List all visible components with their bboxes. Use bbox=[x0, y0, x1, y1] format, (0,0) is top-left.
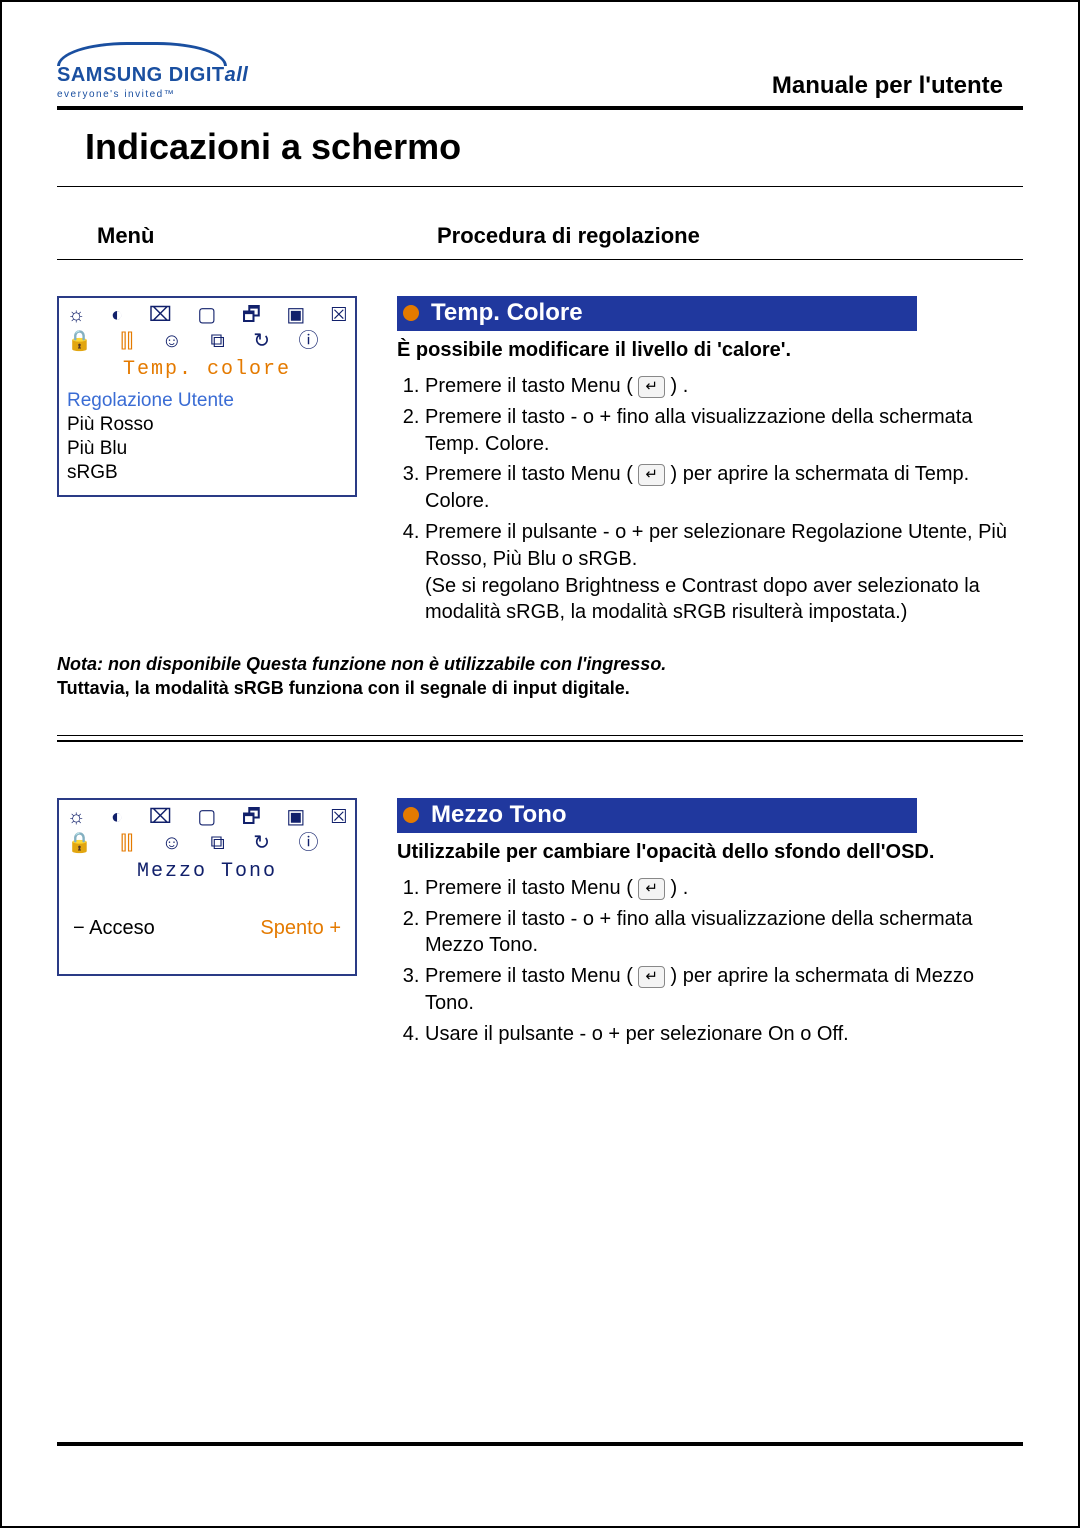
osd-option-spento: Spento + bbox=[260, 917, 341, 940]
osd-icon-row-2: 🔒 ⫿⫿ ☺ ⧉ ↻ ⓘ bbox=[65, 830, 349, 856]
osd-icon: ⫿⫿ bbox=[120, 328, 133, 354]
osd-option-acceso: − Acceso bbox=[73, 917, 155, 940]
section1-notes: Nota: non disponibile Questa funzione no… bbox=[57, 652, 1023, 701]
section-temp-colore: ☼ ◐ ⌧ ▢ 🗗 ▣ ⮽ 🔒 ⫿⫿ ☺ ⧉ ↻ ⓘ Temp. colore Regolazione… bbox=[57, 296, 1023, 630]
osd-icon: ⓘ bbox=[299, 328, 319, 354]
note-italic: Nota: non disponibile Questa funzione no… bbox=[57, 652, 1023, 676]
osd-icon: ◐ bbox=[111, 804, 123, 830]
osd-title: Temp. colore bbox=[59, 356, 355, 385]
header-rule bbox=[57, 106, 1023, 110]
section-title-bar: Temp. Colore bbox=[397, 296, 917, 331]
osd-icon: 🗗 bbox=[242, 804, 261, 830]
osd-list-item: sRGB bbox=[67, 461, 347, 485]
section-title: Mezzo Tono bbox=[431, 801, 567, 829]
osd-icon: ⮽ bbox=[331, 804, 347, 830]
osd-icon: ↻ bbox=[253, 328, 270, 354]
osd-icon: ⌧ bbox=[149, 302, 172, 328]
osd-icon: ⓘ bbox=[299, 830, 319, 856]
menu-button-icon: ↵ bbox=[638, 966, 665, 988]
osd-icon: 🔒 bbox=[67, 830, 92, 856]
column-headers: Menù Procedura di regolazione bbox=[57, 223, 1023, 255]
step-item: Premere il tasto Menu ( ↵ ) . bbox=[425, 875, 1023, 902]
menu-button-icon: ↵ bbox=[638, 376, 665, 398]
logo-text: SAMSUNG DIGITall bbox=[57, 64, 248, 87]
separator-thin bbox=[57, 735, 1023, 736]
title-underline bbox=[57, 186, 1023, 187]
menu-button-icon: ↵ bbox=[638, 464, 665, 486]
procedure-steps: Premere il tasto Menu ( ↵ ) . Premere il … bbox=[397, 373, 1023, 626]
osd-icon-rows: ☼ ◐ ⌧ ▢ 🗗 ▣ ⮽ 🔒 ⫿⫿ ☺ ⧉ ↻ ⓘ bbox=[59, 298, 355, 356]
column-header-rule bbox=[57, 259, 1023, 260]
page-title-wrap: Indicazioni a schermo bbox=[57, 116, 1023, 180]
step-item: Premere il tasto - o + fino alla visuali… bbox=[425, 906, 1023, 960]
logo-brand-main: SAMSUNG DIGIT bbox=[57, 64, 225, 86]
osd-icon: ⧉ bbox=[211, 830, 225, 856]
bullet-icon bbox=[403, 807, 419, 823]
osd-icon: ⫿⫿ bbox=[120, 830, 133, 856]
osd-list-item: Regolazione Utente bbox=[67, 389, 347, 413]
osd-list-item: Più Rosso bbox=[67, 413, 347, 437]
step-item: Premere il tasto Menu ( ↵ ) per aprire l… bbox=[425, 461, 1023, 515]
section-subhead: Utilizzabile per cambiare l'opacità dell… bbox=[397, 839, 1023, 865]
col-header-menu: Menù bbox=[97, 223, 437, 249]
osd-controls: − Acceso Spento + bbox=[59, 887, 355, 974]
footer-rule bbox=[57, 1442, 1023, 1446]
osd-box-mezzo-tono: ☼ ◐ ⌧ ▢ 🗗 ▣ ⮽ 🔒 ⫿⫿ ☺ ⧉ ↻ ⓘ Mezzo Tono − Acceso Spen… bbox=[57, 798, 357, 976]
text-column: Mezzo Tono Utilizzabile per cambiare l'o… bbox=[397, 798, 1023, 1052]
osd-icon: ▢ bbox=[197, 804, 216, 830]
brand-logo: SAMSUNG DIGITall everyone's invited™ bbox=[57, 42, 248, 100]
step-item: Usare il pulsante - o + per selezionare … bbox=[425, 1021, 1023, 1048]
manual-title: Manuale per l'utente bbox=[772, 72, 1023, 100]
osd-icon: ↻ bbox=[253, 830, 270, 856]
osd-icon-row-1: ☼ ◐ ⌧ ▢ 🗗 ▣ ⮽ bbox=[65, 804, 349, 830]
procedure-steps: Premere il tasto Menu ( ↵ ) . Premere il … bbox=[397, 875, 1023, 1048]
osd-icon: ☺ bbox=[162, 328, 182, 354]
step-item: Premere il tasto Menu ( ↵ ) per aprire l… bbox=[425, 963, 1023, 1017]
osd-icon: ☺ bbox=[162, 830, 182, 856]
osd-icon: ▣ bbox=[286, 302, 305, 328]
section-title: Temp. Colore bbox=[431, 299, 583, 327]
osd-icon-row-2: 🔒 ⫿⫿ ☺ ⧉ ↻ ⓘ bbox=[65, 328, 349, 354]
text-column: Temp. Colore È possibile modificare il l… bbox=[397, 296, 1023, 630]
logo-arc-icon bbox=[57, 42, 227, 66]
page-frame: SAMSUNG DIGITall everyone's invited™ Man… bbox=[0, 0, 1080, 1528]
step-item: Premere il pulsante - o + per selezionar… bbox=[425, 519, 1023, 626]
osd-icon: ⮽ bbox=[331, 302, 347, 328]
osd-icon: 🗗 bbox=[242, 302, 261, 328]
menu-button-icon: ↵ bbox=[638, 878, 665, 900]
osd-column: ☼ ◐ ⌧ ▢ 🗗 ▣ ⮽ 🔒 ⫿⫿ ☺ ⧉ ↻ ⓘ Temp. colore Regolazione… bbox=[57, 296, 397, 630]
osd-icon: ☼ bbox=[67, 302, 85, 328]
page-header: SAMSUNG DIGITall everyone's invited™ Man… bbox=[57, 42, 1023, 100]
note-bold: Tuttavia, la modalità sRGB funziona con … bbox=[57, 676, 1023, 700]
osd-icon: ◐ bbox=[111, 302, 123, 328]
logo-tagline: everyone's invited™ bbox=[57, 89, 175, 100]
step-item: Premere il tasto Menu ( ↵ ) . bbox=[425, 373, 1023, 400]
section-subhead: È possibile modificare il livello di 'ca… bbox=[397, 337, 1023, 363]
osd-icon-rows: ☼ ◐ ⌧ ▢ 🗗 ▣ ⮽ 🔒 ⫿⫿ ☺ ⧉ ↻ ⓘ bbox=[59, 800, 355, 858]
osd-icon: ⧉ bbox=[211, 328, 225, 354]
osd-option-list: Regolazione UtentePiù RossoPiù BlusRGB bbox=[59, 385, 355, 495]
page-title: Indicazioni a schermo bbox=[57, 116, 501, 180]
section-mezzo-tono: ☼ ◐ ⌧ ▢ 🗗 ▣ ⮽ 🔒 ⫿⫿ ☺ ⧉ ↻ ⓘ Mezzo Tono − Acceso Spen… bbox=[57, 798, 1023, 1052]
step-item: Premere il tasto - o + fino alla visuali… bbox=[425, 404, 1023, 458]
osd-icon: ☼ bbox=[67, 804, 85, 830]
col-header-procedure: Procedura di regolazione bbox=[437, 223, 1019, 249]
osd-icon-row-1: ☼ ◐ ⌧ ▢ 🗗 ▣ ⮽ bbox=[65, 302, 349, 328]
section-title-bar: Mezzo Tono bbox=[397, 798, 917, 833]
osd-box-temp-colore: ☼ ◐ ⌧ ▢ 🗗 ▣ ⮽ 🔒 ⫿⫿ ☺ ⧉ ↻ ⓘ Temp. colore Regolazione… bbox=[57, 296, 357, 497]
logo-brand-suffix: all bbox=[225, 64, 249, 86]
osd-icon: 🔒 bbox=[67, 328, 92, 354]
osd-icon: ▢ bbox=[197, 302, 216, 328]
osd-icon: ⌧ bbox=[149, 804, 172, 830]
separator-thick bbox=[57, 740, 1023, 742]
bullet-icon bbox=[403, 305, 419, 321]
osd-icon: ▣ bbox=[286, 804, 305, 830]
osd-column: ☼ ◐ ⌧ ▢ 🗗 ▣ ⮽ 🔒 ⫿⫿ ☺ ⧉ ↻ ⓘ Mezzo Tono − Acceso Spen… bbox=[57, 798, 397, 1052]
section-separator bbox=[57, 735, 1023, 742]
osd-title: Mezzo Tono bbox=[59, 858, 355, 887]
osd-list-item: Più Blu bbox=[67, 437, 347, 461]
